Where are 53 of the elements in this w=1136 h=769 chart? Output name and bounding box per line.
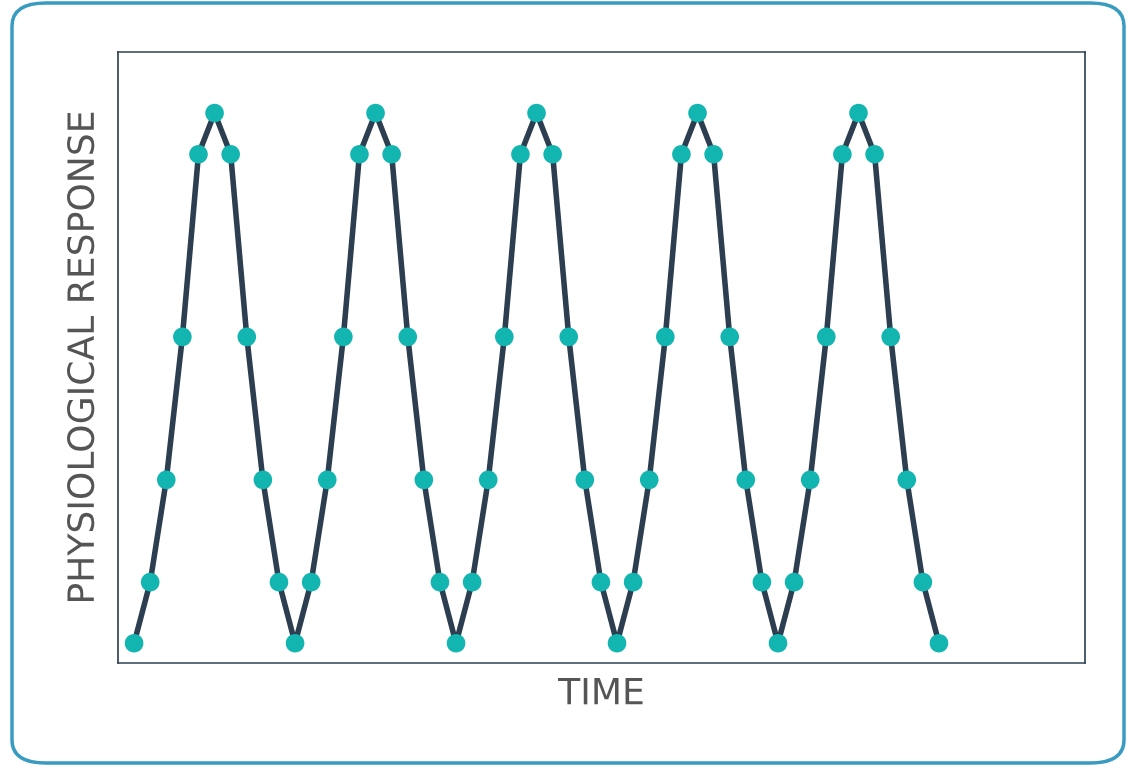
point (173, 327, 192, 347)
point (929, 633, 949, 653)
point (913, 572, 933, 592)
point (527, 103, 546, 123)
point (559, 327, 579, 347)
point (816, 327, 836, 347)
point (495, 327, 514, 347)
point (752, 572, 772, 592)
point (639, 470, 659, 490)
point (269, 572, 289, 592)
point (205, 103, 224, 123)
point (543, 144, 562, 164)
point (591, 572, 611, 592)
point (575, 470, 595, 490)
y-axis-title: PHYSIOLOGICAL RESPONSE (67, 112, 95, 602)
point (881, 327, 901, 347)
point (301, 572, 321, 592)
point (398, 327, 418, 347)
x-axis-title: TIME (558, 678, 643, 705)
point (800, 470, 820, 490)
point (784, 572, 804, 592)
point (478, 470, 498, 490)
point (768, 633, 788, 653)
point (736, 470, 756, 490)
point (382, 144, 401, 164)
point (366, 103, 385, 123)
point (156, 470, 176, 490)
point (897, 470, 917, 490)
point (189, 144, 208, 164)
point (124, 633, 144, 653)
point (607, 633, 627, 653)
point (253, 470, 273, 490)
point (285, 633, 305, 653)
point (833, 144, 852, 164)
point (720, 327, 740, 347)
point (865, 144, 884, 164)
point (140, 572, 160, 592)
point (237, 327, 257, 347)
point (414, 470, 434, 490)
point (430, 572, 450, 592)
point (221, 144, 240, 164)
point (511, 144, 530, 164)
point (688, 103, 707, 123)
point (334, 327, 353, 347)
point (462, 572, 482, 592)
point (350, 144, 369, 164)
point (704, 144, 723, 164)
point (317, 470, 337, 490)
point (446, 633, 466, 653)
point (656, 327, 675, 347)
point (672, 144, 691, 164)
point (849, 103, 868, 123)
point (623, 572, 643, 592)
